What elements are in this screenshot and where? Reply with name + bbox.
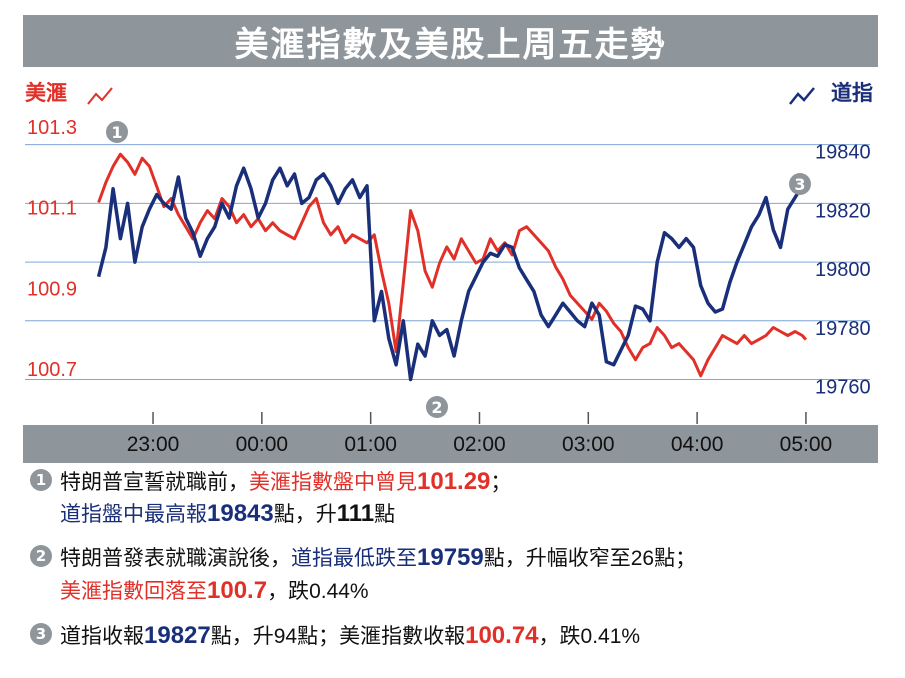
- right-tick-label: 19820: [815, 200, 871, 222]
- notes-list: 1 特朗普宣誓就職前，美滙指數盤中曾見101.29； 道指盤中最高報19843點，升…: [30, 466, 880, 665]
- left-tick-label: 100.7: [27, 359, 77, 381]
- annotation-label: 3: [794, 175, 805, 194]
- annotation-marker: [106, 121, 128, 143]
- note-segment: 美滙指數回落至: [60, 579, 207, 603]
- note-segment: 美滙指數盤中曾見: [249, 470, 417, 494]
- x-axis-bar: [23, 425, 878, 463]
- left-axis-label: 美滙: [25, 81, 67, 105]
- note-segment: 19843: [207, 500, 274, 527]
- right-axis-label: 道指: [831, 81, 873, 105]
- left-tick-label: 100.9: [27, 278, 77, 300]
- annotation-marker: [789, 173, 811, 195]
- note-segment: ，跌: [267, 579, 310, 603]
- annotation-label: 1: [111, 123, 122, 142]
- x-tick-label: 00:00: [236, 433, 289, 456]
- right-tick-label: 19760: [815, 376, 871, 398]
- note-segment: 100.74: [465, 622, 539, 649]
- right-tick-label: 19800: [815, 259, 871, 281]
- x-tick-label: 04:00: [671, 433, 724, 456]
- x-tick-label: 02:00: [453, 433, 506, 456]
- note-segment: 點: [374, 502, 396, 526]
- note-segment: 101.29: [417, 468, 491, 495]
- left-tick-label: 101.1: [27, 198, 77, 220]
- note-text: 道指收報19827點，升94點；美滙指數收報100.74，跌0.41%: [60, 620, 640, 653]
- note-segment: 94: [273, 625, 298, 648]
- red-line-icon: [87, 87, 113, 105]
- note-segment: 道指收報: [60, 624, 144, 648]
- note-segment: 點，升幅收窄至: [483, 546, 631, 570]
- note-item: 1 特朗普宣誓就職前，美滙指數盤中曾見101.29； 道指盤中最高報19843點，升…: [30, 466, 880, 530]
- note-segment: 0.44%: [309, 580, 369, 603]
- note-segment: 點，升: [210, 624, 274, 648]
- note-text: 特朗普宣誓就職前，美滙指數盤中曾見101.29； 道指盤中最高報19843點，升1…: [60, 466, 511, 530]
- x-tick-label: 23:00: [127, 433, 180, 456]
- right-tick-label: 19840: [815, 142, 871, 164]
- note-segment: 點，升: [273, 502, 337, 526]
- note-segment: 特朗普發表就職演說後，: [60, 546, 291, 570]
- line-chart: 19840 19820 19800 19780 19760 101.3 101.1 100.9…: [23, 81, 878, 463]
- note-segment: 111: [336, 500, 375, 527]
- note-segment: 19827: [144, 622, 211, 649]
- chart-title: 美滙指數及美股上周五走勢: [234, 24, 667, 65]
- note-segment: 道指最低跌至: [291, 546, 417, 570]
- note-item: 2 特朗普發表就職演說後，道指最低跌至19759點，升幅收窄至26點； 美滙指數回落…: [30, 542, 880, 608]
- note-text: 特朗普發表就職演說後，道指最低跌至19759點，升幅收窄至26點； 美滙指數回落至…: [60, 542, 696, 608]
- annotation-marker: [426, 396, 448, 418]
- note-segment: 26: [630, 547, 655, 570]
- note-number-badge: 3: [30, 623, 52, 645]
- x-tick-label: 01:00: [344, 433, 397, 456]
- title-bar: 美滙指數及美股上周五走勢: [23, 15, 878, 67]
- note-segment: 點；美滙指數收報: [297, 624, 466, 648]
- left-tick-label: 101.3: [27, 117, 77, 139]
- note-item: 3 道指收報19827點，升94點；美滙指數收報100.74，跌0.41%: [30, 620, 880, 653]
- note-segment: ，跌: [538, 624, 581, 648]
- note-segment: ；: [490, 470, 512, 494]
- right-tick-label: 19780: [815, 318, 871, 340]
- note-segment: 100.7: [207, 577, 268, 604]
- series-line-usd-index: [97, 152, 808, 378]
- blue-line-icon: [789, 87, 815, 105]
- note-segment: 道指盤中最高報: [60, 502, 207, 526]
- note-segment: 點；: [654, 546, 697, 570]
- note-number-badge: 2: [30, 545, 52, 567]
- note-segment: 0.41%: [580, 625, 641, 648]
- note-segment: 19759: [417, 544, 484, 571]
- annotation-label: 2: [431, 398, 442, 417]
- series-line-dow: [96, 166, 807, 382]
- x-tick-label: 05:00: [780, 433, 833, 456]
- x-tick-label: 03:00: [562, 433, 615, 456]
- note-segment: 特朗普宣誓就職前，: [60, 470, 249, 494]
- note-number-badge: 1: [30, 469, 52, 491]
